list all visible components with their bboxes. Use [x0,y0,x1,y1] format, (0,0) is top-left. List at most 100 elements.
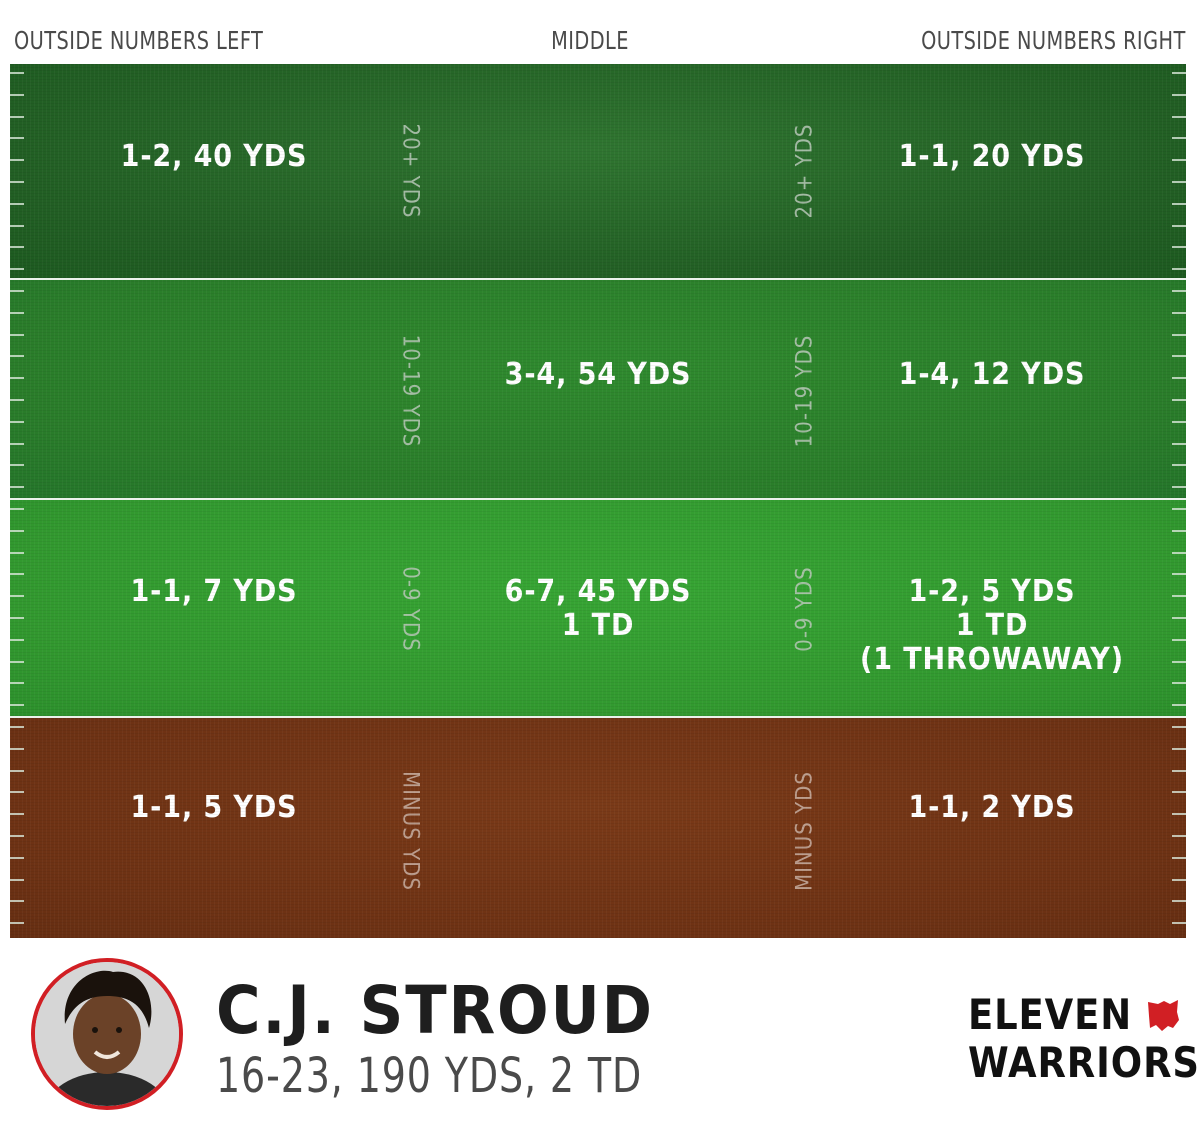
zone-label-right: MINUS YDS [792,771,818,891]
cell-right: 1-1, 20 YDS [899,140,1086,174]
hash-mark [10,813,24,816]
zone-label-right: 0-9 YDS [792,566,818,652]
hash-mark [10,486,24,489]
hash-mark [10,747,24,750]
hash-mark [1172,573,1186,576]
hash-mark [10,595,24,598]
hash-mark [1172,486,1186,489]
hash-mark [10,464,24,467]
hash-mark [1172,464,1186,467]
hash-mark [1172,115,1186,118]
hash-mark [1172,355,1186,358]
hash-mark [1172,333,1186,336]
hash-mark [10,529,24,532]
yard-line [10,498,1186,500]
brand-logo: ELEVEN WARRIORS [968,990,1199,1090]
hash-mark [10,137,24,140]
hash-mark [10,181,24,183]
cell-line: 1 TD [955,608,1029,643]
player-stats: 16-23, 190 YDS, 2 TD [216,1048,643,1104]
hash-mark [1172,704,1186,707]
hash-mark [1172,878,1186,881]
column-header-outside-right: OUTSIDE NUMBERS RIGHT [921,26,1186,55]
hash-mark [1172,900,1186,903]
brand-line-2: WARRIORS [968,1038,1200,1087]
player-name: C.J. STROUD [216,972,654,1049]
hash-mark [10,72,24,74]
hash-mark [10,311,24,314]
hash-mark [10,202,24,205]
zone-label-right: 20+ YDS [792,123,818,219]
hash-mark [10,835,24,837]
hash-mark [1172,93,1186,96]
hash-mark [10,115,24,118]
cell-line: 6-7, 45 YDS [504,574,692,609]
hash-mark [10,159,24,162]
hash-mark [1172,311,1186,314]
hash-mark [10,93,24,96]
zone-0-9: 0-9 YDS 0-9 YDS 1-1, 7 YDS 6-7, 45 YDS 1… [10,500,1186,716]
cell-line: (1 THROWAWAY) [859,642,1125,677]
hash-mark [10,769,24,772]
hash-mark [10,638,24,641]
hash-mark [10,355,24,358]
hash-mark [1172,399,1186,401]
hash-mark [10,246,24,249]
hash-mark [1172,856,1186,859]
cell-middle: 3-4, 54 YDS [505,358,692,392]
hash-mark [1172,922,1186,925]
hash-mark [1172,268,1186,271]
hash-mark [1172,181,1186,183]
column-header-middle: MIDDLE [551,26,629,55]
hash-mark [10,900,24,903]
hash-mark [10,704,24,707]
hash-mark [1172,377,1186,380]
hash-mark [1172,290,1186,292]
hash-mark [1172,508,1186,510]
hash-mark [10,878,24,881]
hash-mark [10,420,24,423]
hash-mark [10,377,24,380]
hash-mark [1172,72,1186,74]
hash-mark [10,268,24,271]
hash-mark [10,922,24,925]
hash-mark [10,617,24,619]
cell-line: 1-2, 40 YDS [120,139,308,174]
cell-right: 1-4, 12 YDS [899,358,1086,392]
hash-mark [1172,813,1186,816]
hash-mark [1172,420,1186,423]
hash-mark [10,333,24,336]
zone-label-right: 10-19 YDS [792,334,818,448]
zone-label-left: 10-19 YDS [397,334,423,448]
hash-mark [1172,551,1186,554]
cell-line: 1 TD [561,608,635,643]
ohio-state-shape-icon [1148,1000,1179,1031]
zone-label-left: 0-9 YDS [397,566,423,652]
hash-mark [1172,617,1186,619]
hash-mark [1172,682,1186,685]
yard-line [10,278,1186,280]
hash-mark [10,726,24,728]
brand-line-1: ELEVEN [968,990,1133,1039]
hash-mark [1172,747,1186,750]
hash-mark [1172,137,1186,140]
column-header-outside-left: OUTSIDE NUMBERS LEFT [14,26,264,55]
hash-mark [1172,595,1186,598]
player-headshot-icon [35,962,179,1106]
cell-line: 1-4, 12 YDS [898,357,1086,392]
cell-middle: 6-7, 45 YDS 1 TD [505,575,692,643]
hash-mark [1172,726,1186,728]
cell-right: 1-1, 2 YDS [908,791,1075,825]
cell-left: 1-2, 40 YDS [121,140,308,174]
hash-mark [1172,202,1186,205]
cell-line: 1-1, 2 YDS [908,790,1076,825]
cell-line: 1-1, 5 YDS [130,790,298,825]
hash-mark [1172,638,1186,641]
hash-mark [10,508,24,510]
hash-mark [10,682,24,685]
hash-mark [10,290,24,292]
hash-mark [10,791,24,794]
yard-line [10,716,1186,718]
hash-mark [1172,769,1186,772]
cell-left: 1-1, 7 YDS [130,575,297,609]
